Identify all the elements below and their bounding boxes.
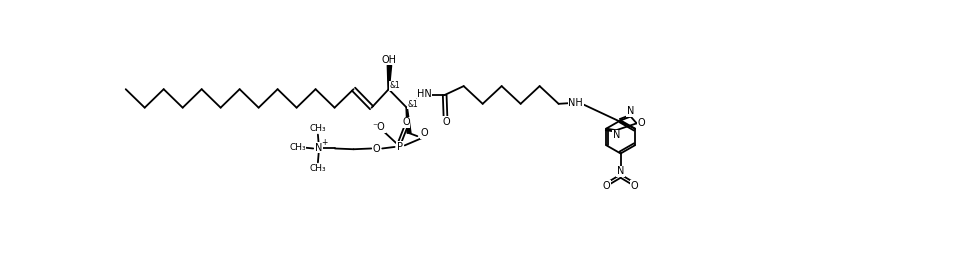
Text: NH: NH (568, 98, 583, 108)
Text: CH₃: CH₃ (310, 164, 327, 173)
Text: HN: HN (417, 89, 432, 99)
Polygon shape (387, 65, 392, 89)
Text: &1: &1 (389, 81, 400, 90)
Text: CH₃: CH₃ (289, 143, 306, 152)
Text: O: O (631, 181, 639, 191)
Polygon shape (406, 108, 411, 133)
Text: O: O (442, 117, 449, 127)
Text: CH₃: CH₃ (310, 124, 327, 133)
Text: P: P (397, 142, 403, 152)
Text: +: + (321, 138, 328, 147)
Text: N: N (613, 130, 620, 140)
Text: N: N (315, 143, 322, 153)
Text: &1: &1 (407, 100, 418, 109)
Text: ⁻O: ⁻O (373, 122, 385, 132)
Text: O: O (421, 128, 428, 138)
Text: N: N (617, 166, 624, 176)
Text: O: O (373, 144, 380, 154)
Text: N: N (627, 106, 635, 116)
Text: O: O (402, 117, 410, 127)
Text: O: O (638, 118, 645, 128)
Text: OH: OH (382, 54, 397, 64)
Text: O: O (602, 181, 610, 191)
